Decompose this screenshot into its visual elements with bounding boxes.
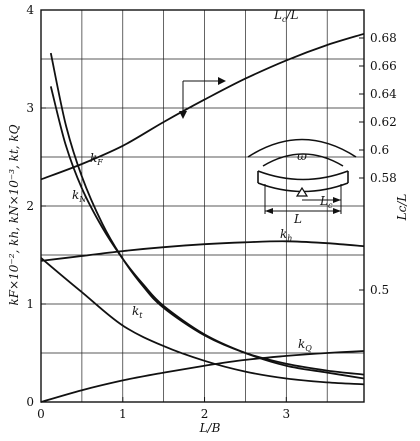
series-label-sub: N (78, 195, 87, 204)
y-right-tick-label: 0.68 (370, 31, 397, 45)
series-label-kh: kh (280, 227, 292, 243)
y-right-tick-label: 0.58 (370, 171, 397, 185)
series-label-main: k (298, 337, 305, 351)
x-tick-label: 1 (119, 407, 127, 421)
x-axis-title: L/B (199, 421, 221, 435)
y-tick-label: 3 (26, 101, 34, 115)
y-right-tick-label: 0.6 (370, 143, 389, 157)
inset-diagram (247, 138, 357, 214)
inset-Lc-main: L (319, 194, 328, 208)
series-label-kq: kQ (298, 337, 312, 353)
y-right-axis-title: Lc/L (395, 194, 409, 222)
inset-omega-label: ω (297, 149, 307, 163)
series-label-sub: c (282, 15, 287, 24)
series-label-kt: kt (132, 304, 143, 320)
x-axis-label: L/B (199, 421, 221, 435)
series-label-sub: Q (305, 344, 312, 353)
x-tick-label: 0 (37, 407, 45, 421)
y-right-tick-label: 0.66 (370, 59, 397, 73)
series-line-kf (49, 52, 365, 376)
series-label-main: k (132, 304, 139, 318)
y-tick-label: 4 (26, 3, 34, 17)
inset-Lc-label: Lc (319, 194, 333, 210)
y-right-tick-label: 0.5 (370, 283, 389, 297)
y-axis-title: kF×10⁻², kh, kN×10⁻³, kt, kQ (7, 124, 21, 305)
series-label-kf: kF (90, 151, 103, 167)
inset-Lc-sub: c (328, 201, 333, 210)
series-line-kq (40, 350, 365, 403)
series-label-lcl: Lc/L (273, 8, 298, 24)
x-tick-label: 3 (282, 407, 290, 421)
series-label-main: k (90, 151, 97, 165)
y-tick-label: 1 (26, 297, 34, 311)
series-line-lc-l (40, 32, 365, 181)
series-label-sub: t (139, 311, 143, 320)
right-axis-arrow (183, 77, 226, 85)
y-tick-label: 0 (26, 395, 34, 409)
y-tick-label: 2 (26, 199, 34, 213)
series-line-kn (49, 86, 365, 380)
series-line-kh (40, 240, 365, 262)
axis-ticks: 0 1 2 3 0 1 2 3 4 0.5 0.58 0.6 0.62 0.64 0.66 0.68 (26, 3, 397, 421)
series-label-sub: h (287, 234, 292, 243)
inset-L-label: L (293, 212, 302, 226)
series-line-kt (40, 257, 365, 386)
series-label-sub: F (96, 158, 103, 167)
series-label-main: k (280, 227, 287, 241)
x-tick-label: 2 (201, 407, 209, 421)
series-lines (40, 32, 365, 403)
y-right-axis-label: Lc/L (395, 194, 409, 222)
series-label-kn: kN (72, 188, 87, 204)
series-label-tail: /L (285, 8, 298, 22)
series-label-main: k (72, 188, 79, 202)
y-right-tick-label: 0.62 (370, 115, 397, 129)
y-right-tick-label: 0.64 (370, 87, 397, 101)
series-label-main: L (273, 8, 282, 22)
y-axis-label: kF×10⁻², kh, kN×10⁻³, kt, kQ (7, 124, 21, 305)
left-axis-arrow (179, 81, 187, 119)
